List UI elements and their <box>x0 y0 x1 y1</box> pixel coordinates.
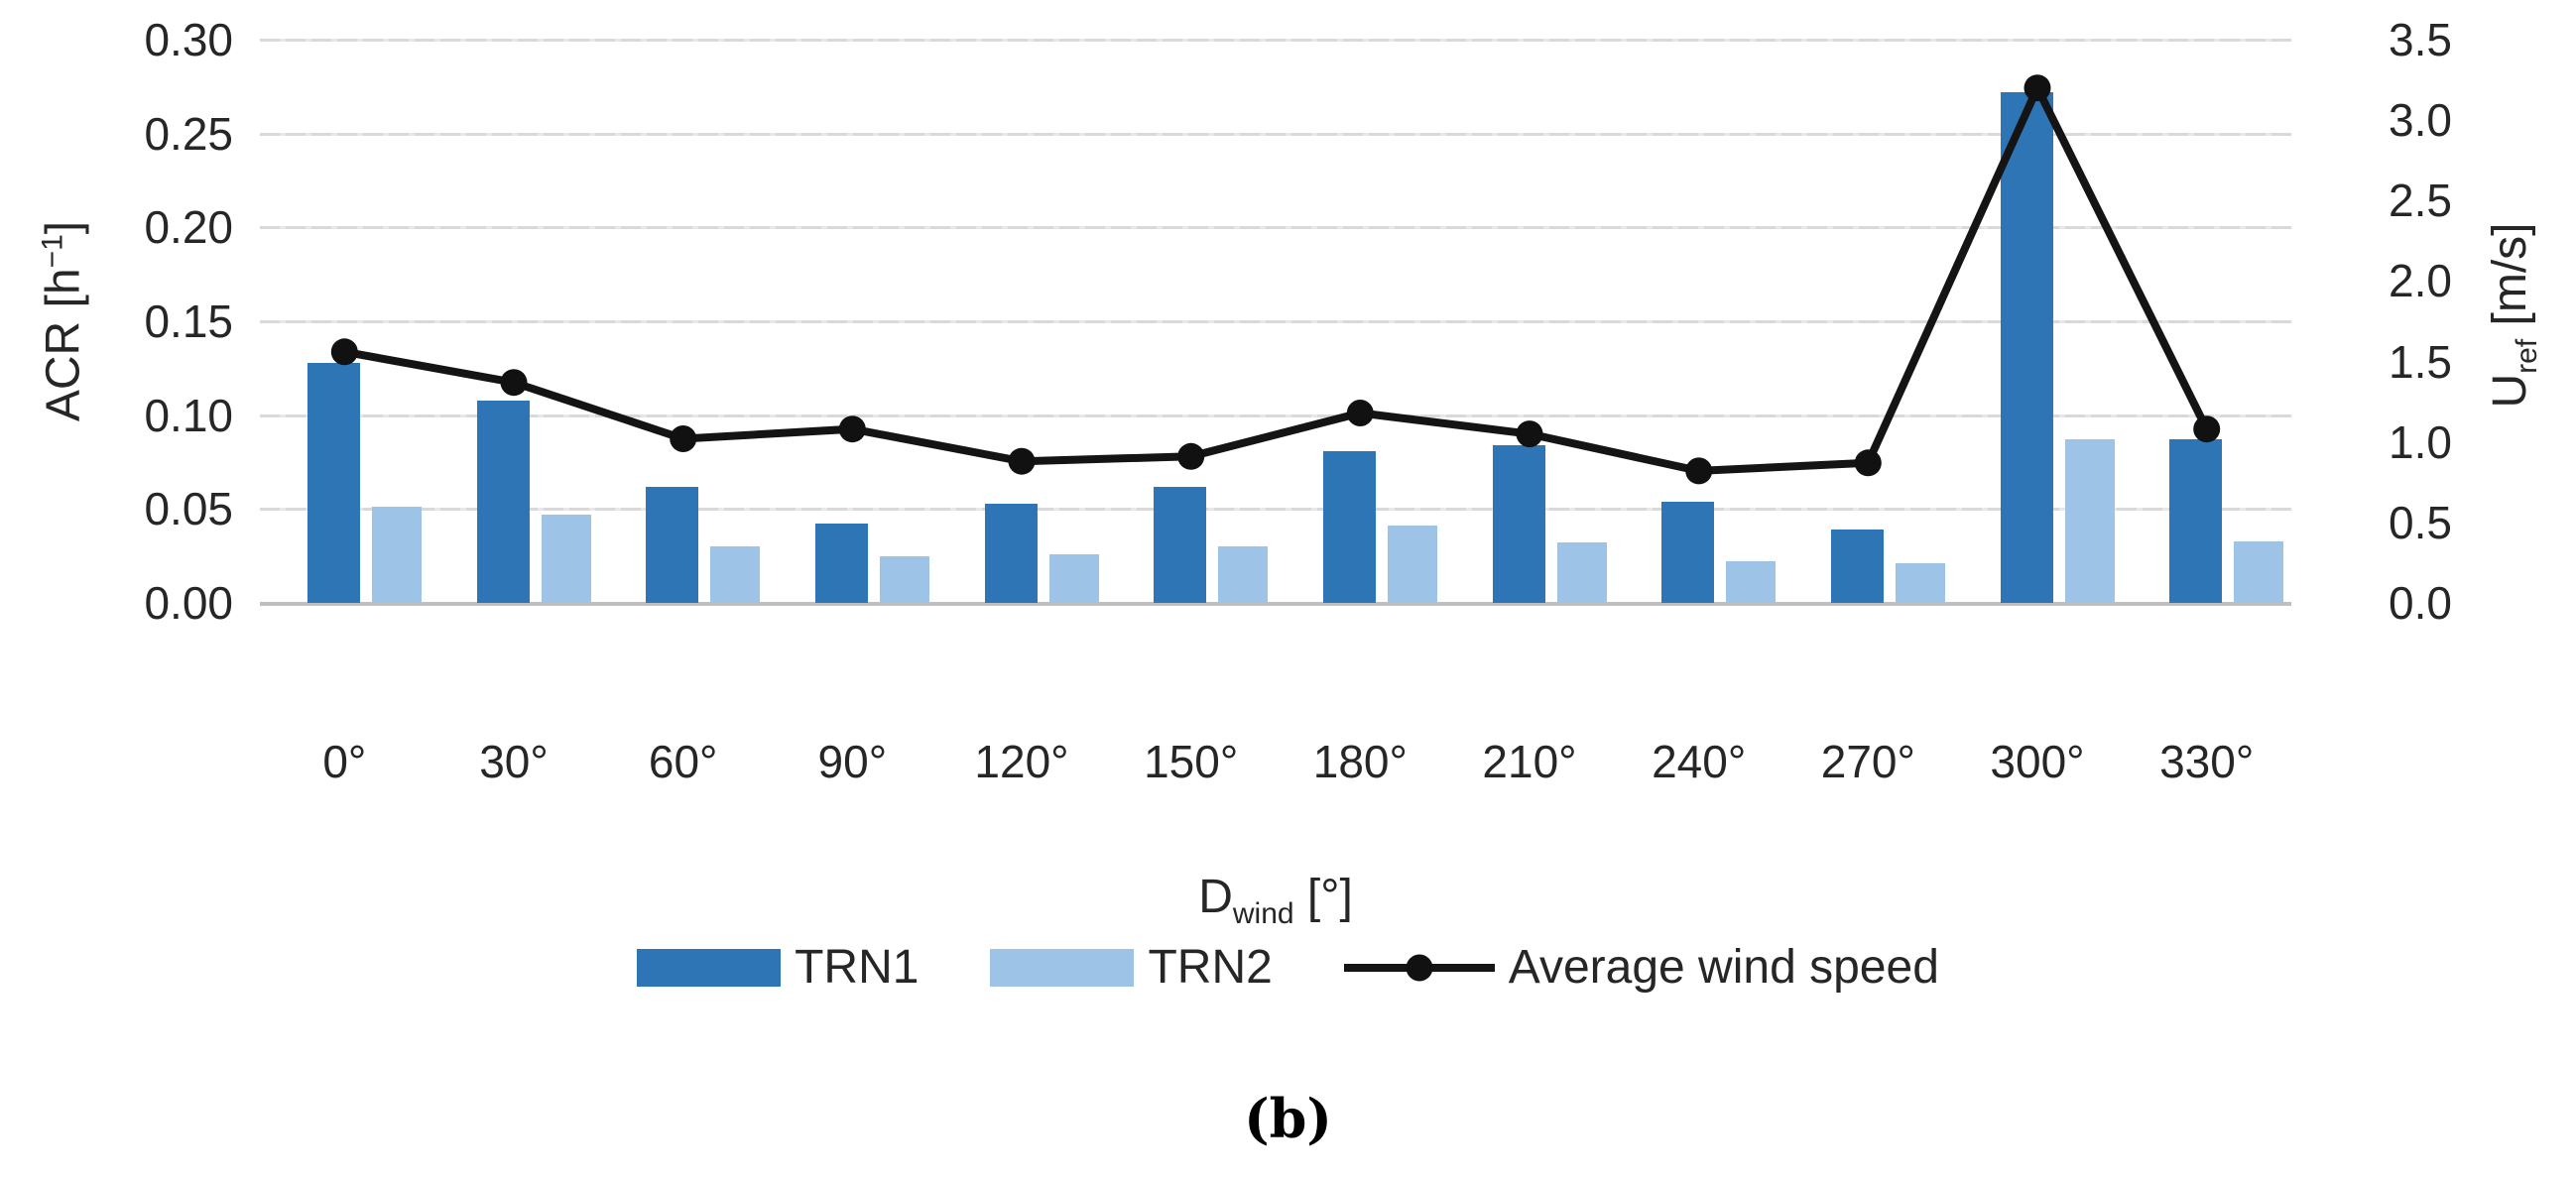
legend-item-trn1: TRN1 <box>637 940 919 995</box>
left-axis-tick-0.20: 0.20 <box>144 201 233 254</box>
bar-trn1-60° <box>646 486 699 603</box>
right-axis-title: Uref [m/s] <box>2483 222 2544 408</box>
right-axis-tick-3.5: 3.5 <box>2389 14 2452 65</box>
x-axis-title: Dwind [°] <box>1198 870 1353 931</box>
left-axis-tick-0.30: 0.30 <box>144 14 233 65</box>
left-axis-title-superscript: −1 <box>36 234 69 269</box>
x-axis-title-unit: [°] <box>1293 871 1353 924</box>
legend-item-wind-speed: Average wind speed <box>1343 940 1939 995</box>
bar-trn1-120° <box>984 503 1038 603</box>
left-axis-title: ACR [h−1] <box>37 221 91 421</box>
right-axis-title-text: U <box>2484 373 2537 409</box>
legend-label-wind-speed: Average wind speed <box>1508 941 1939 994</box>
x-axis-tick-30°: 30° <box>479 736 549 787</box>
legend-line-dot-icon <box>1406 954 1433 981</box>
bar-trn1-0° <box>307 362 360 603</box>
x-axis-tick-330°: 330° <box>2159 736 2255 787</box>
x-axis-tick-300°: 300° <box>1990 736 2085 787</box>
bar-trn1-180° <box>1323 450 1376 603</box>
bar-trn1-330° <box>2169 439 2223 603</box>
gridline <box>260 132 2291 136</box>
line-marker-90° <box>838 415 866 443</box>
left-axis-tick-0.05: 0.05 <box>144 483 233 535</box>
right-axis-tick-0.0: 0.0 <box>2389 577 2452 629</box>
left-axis-tick-0.15: 0.15 <box>144 295 233 347</box>
legend-label-trn2: TRN2 <box>1148 941 1273 994</box>
bar-trn2-300° <box>2064 439 2115 603</box>
bar-trn2-240° <box>1726 561 1777 603</box>
bar-trn2-30° <box>541 515 591 603</box>
x-axis-tick-150°: 150° <box>1144 736 1239 787</box>
right-axis-tick-2.0: 2.0 <box>2389 255 2452 307</box>
line-stroke <box>343 78 2211 475</box>
line-marker-120° <box>1008 447 1036 475</box>
left-axis-title-bracket: ] <box>37 220 90 235</box>
x-axis-tick-120°: 120° <box>974 736 1069 787</box>
bar-trn2-150° <box>1218 546 1269 603</box>
bar-trn2-330° <box>2234 540 2284 603</box>
bar-trn2-270° <box>1896 563 1945 603</box>
line-marker-0° <box>330 338 358 366</box>
right-axis-tick-0.5: 0.5 <box>2389 496 2452 548</box>
x-axis-tick-0°: 0° <box>322 736 367 787</box>
x-axis-tick-210°: 210° <box>1482 736 1577 787</box>
bar-trn1-270° <box>1831 530 1884 603</box>
line-marker-180° <box>1346 400 1374 426</box>
bar-trn1-240° <box>1661 501 1715 603</box>
x-axis-title-subscript: wind <box>1232 896 1294 930</box>
bar-trn1-150° <box>1154 486 1207 603</box>
gridline <box>260 320 2291 323</box>
line-marker-210° <box>1516 420 1543 448</box>
bar-trn2-180° <box>1388 526 1437 603</box>
right-axis-tick-1.5: 1.5 <box>2389 335 2452 388</box>
bar-trn2-120° <box>1048 553 1099 603</box>
x-axis-tick-270°: 270° <box>1820 736 1915 787</box>
gridline <box>260 226 2291 230</box>
x-axis-tick-90°: 90° <box>817 736 888 787</box>
bar-trn1-300° <box>2000 92 2053 603</box>
right-axis-tick-3.0: 3.0 <box>2389 94 2452 147</box>
bar-trn1-210° <box>1492 444 1545 603</box>
line-marker-150° <box>1177 442 1205 470</box>
gridline <box>260 508 2291 512</box>
right-axis-tick-2.5: 2.5 <box>2389 175 2452 227</box>
right-axis-title-unit: [m/s] <box>2484 222 2537 339</box>
x-axis-title-text: D <box>1198 871 1233 924</box>
left-axis-tick-0.00: 0.00 <box>144 577 233 629</box>
left-axis-tick-0.25: 0.25 <box>144 107 233 160</box>
bar-trn2-210° <box>1556 542 1607 603</box>
bar-trn1-30° <box>476 400 530 603</box>
line-marker-270° <box>1854 449 1882 477</box>
line-marker-300° <box>2024 74 2051 102</box>
bar-trn2-60° <box>710 546 761 603</box>
right-axis-title-subscript: ref <box>2510 338 2543 374</box>
figure-caption: (b) <box>1244 1087 1332 1150</box>
left-axis-title-text: ACR [h <box>37 268 90 422</box>
trn1-swatch-icon <box>637 948 782 987</box>
line-marker-60° <box>670 425 697 452</box>
bar-trn2-0° <box>372 507 422 603</box>
bar-trn1-90° <box>815 524 868 603</box>
line-marker-240° <box>1685 457 1713 485</box>
gridline <box>260 39 2291 42</box>
left-axis-tick-0.10: 0.10 <box>144 389 233 441</box>
right-axis-tick-1.0: 1.0 <box>2389 415 2452 468</box>
x-axis-tick-240°: 240° <box>1652 736 1747 787</box>
average-wind-speed-line <box>330 74 2221 485</box>
bar-trn2-90° <box>880 555 929 603</box>
x-axis-baseline <box>260 602 2291 606</box>
legend-item-trn2: TRN2 <box>990 940 1273 995</box>
x-axis-tick-180°: 180° <box>1312 736 1408 787</box>
line-marker-swatch-icon <box>1343 954 1495 981</box>
gridline <box>260 413 2291 417</box>
legend-label-trn1: TRN1 <box>795 941 920 994</box>
line-marker-330° <box>2193 415 2221 443</box>
line-marker-30° <box>500 369 528 397</box>
plot-area <box>260 39 2291 606</box>
legend: TRN1 TRN2 Average wind speed <box>0 940 2576 995</box>
x-axis-tick-60°: 60° <box>648 736 718 787</box>
trn2-swatch-icon <box>990 948 1135 987</box>
